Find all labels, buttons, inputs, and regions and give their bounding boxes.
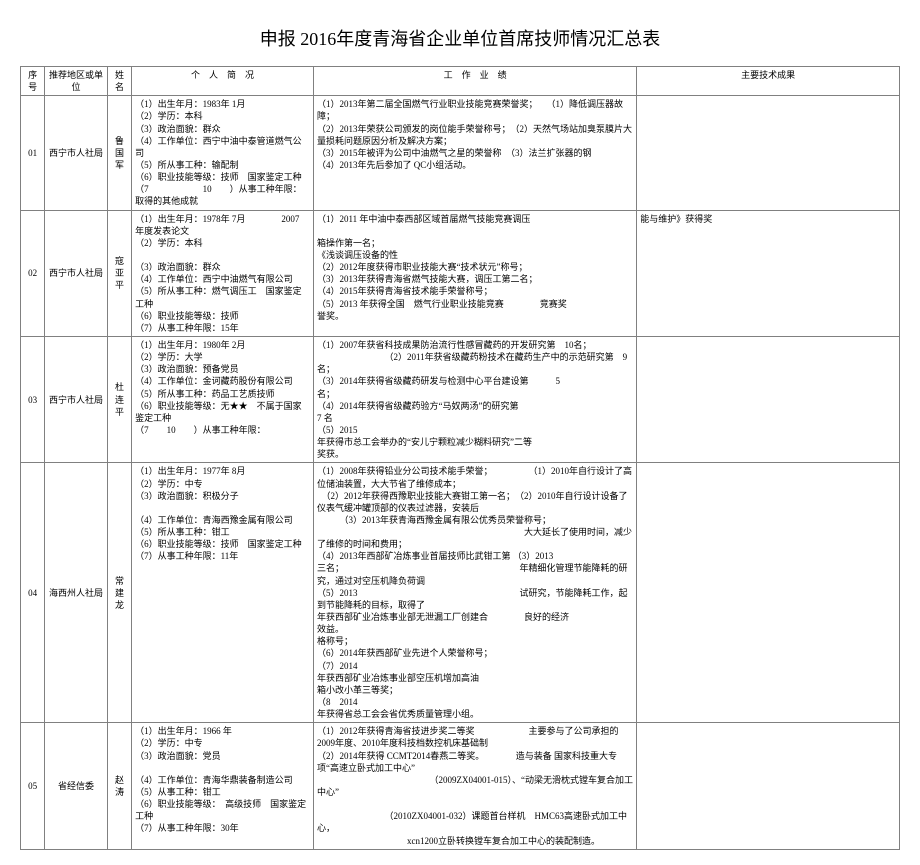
th-seq: 序号 xyxy=(21,67,45,96)
th-personal: 个 人 简 况 xyxy=(132,67,314,96)
cell-ach xyxy=(637,96,900,210)
cell-region: 西宁市人社局 xyxy=(45,96,108,210)
cell-ach xyxy=(637,336,900,462)
th-name: 姓名 xyxy=(107,67,131,96)
table-row: 01 西宁市人社局 鲁国军 （1）出生年月：1983年 1月 （2）学历：本科 … xyxy=(21,96,900,210)
cell-personal: （1）出生年月：1966 年 （2）学历：中专 （3）政治面貌：党员 （4）工作… xyxy=(132,723,314,849)
header-row: 序号 推荐地区或单位 姓名 个 人 简 况 工 作 业 绩 主要技术成果 xyxy=(21,67,900,96)
cell-name: 常建龙 xyxy=(107,463,131,723)
cell-personal: （1）出生年月：1980年 2月 （2）学历：大学 （3）政治面貌：预备党员 （… xyxy=(132,336,314,462)
cell-region: 西宁市人社局 xyxy=(45,210,108,336)
cell-name: 赵涛 xyxy=(107,723,131,849)
cell-ach: 能与维护》获得奖 xyxy=(637,210,900,336)
data-table: 序号 推荐地区或单位 姓名 个 人 简 况 工 作 业 绩 主要技术成果 01 … xyxy=(20,66,900,850)
cell-ach xyxy=(637,463,900,723)
cell-seq: 03 xyxy=(21,336,45,462)
table-row: 02 西宁市人社局 寇亚平 （1）出生年月：1978年 7月 2007 年度发表… xyxy=(21,210,900,336)
table-row: 05 省经信委 赵涛 （1）出生年月：1966 年 （2）学历：中专 （3）政治… xyxy=(21,723,900,849)
cell-name: 寇亚平 xyxy=(107,210,131,336)
cell-name: 鲁国军 xyxy=(107,96,131,210)
table-row: 04 海西州人社局 常建龙 （1）出生年月：1977年 8月 （2）学历：中专 … xyxy=(21,463,900,723)
cell-work: （1）2007年获省科技成果防治流行性感冒藏药的开发研究第 10名； （2）20… xyxy=(313,336,636,462)
cell-personal: （1）出生年月：1983年 1月 （2）学历：本科 （3）政治面貌：群众 （4）… xyxy=(132,96,314,210)
cell-name: 杜连平 xyxy=(107,336,131,462)
th-region: 推荐地区或单位 xyxy=(45,67,108,96)
cell-seq: 04 xyxy=(21,463,45,723)
table-row: 03 西宁市人社局 杜连平 （1）出生年月：1980年 2月 （2）学历：大学 … xyxy=(21,336,900,462)
th-ach: 主要技术成果 xyxy=(637,67,900,96)
th-work: 工 作 业 绩 xyxy=(313,67,636,96)
cell-region: 省经信委 xyxy=(45,723,108,849)
cell-seq: 02 xyxy=(21,210,45,336)
cell-work: （1）2011 年中油中泰西部区域首届燃气技能竞赛调压 箱操作第一名； 《浅谈调… xyxy=(313,210,636,336)
cell-region: 海西州人社局 xyxy=(45,463,108,723)
cell-seq: 01 xyxy=(21,96,45,210)
cell-personal: （1）出生年月：1977年 8月 （2）学历：中专 （3）政治面貌：积极分子 （… xyxy=(132,463,314,723)
cell-work: （1）2013年第二届全国燃气行业职业技能竞赛荣誉奖； （1）降低调压器故障； … xyxy=(313,96,636,210)
cell-seq: 05 xyxy=(21,723,45,849)
cell-region: 西宁市人社局 xyxy=(45,336,108,462)
page-title: 申报 2016年度青海省企业单位首席技师情况汇总表 xyxy=(20,25,900,51)
cell-ach xyxy=(637,723,900,849)
cell-work: （1）2008年获得铅业分公司技术能手荣誉； （1）2010年自行设计了高位储油… xyxy=(313,463,636,723)
cell-work: （1）2012年获得青海省技进步奖二等奖 主要参与了公司承担的 2009年度、2… xyxy=(313,723,636,849)
cell-personal: （1）出生年月：1978年 7月 2007 年度发表论文 （2）学历：本科 （3… xyxy=(132,210,314,336)
